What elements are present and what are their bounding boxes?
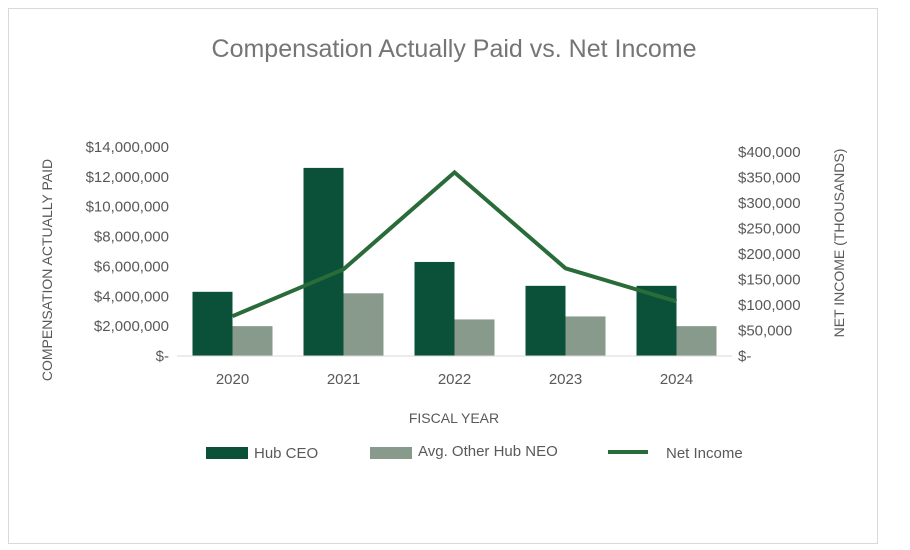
y2-tick-label: $400,000 xyxy=(738,144,801,161)
y2-tick-label: $100,000 xyxy=(738,297,801,314)
y-tick-label: $10,000,000 xyxy=(86,199,169,216)
bar-avg-other-hub-neo xyxy=(565,316,606,356)
x-tick-label: 2024 xyxy=(660,371,693,388)
bar-avg-other-hub-neo xyxy=(343,293,384,356)
y-tick-label: $6,000,000 xyxy=(94,258,169,275)
y-tick-label: $14,000,000 xyxy=(86,139,169,156)
bar-avg-other-hub-neo xyxy=(676,326,717,356)
left-axis-ticks: $- $2,000,000 $4,000,000 $6,000,000 $8,000,0… xyxy=(86,139,169,365)
x-tick-label: 2021 xyxy=(327,371,360,388)
bar-hub-ceo xyxy=(525,285,566,356)
x-tick-label: 2023 xyxy=(549,371,582,388)
x-axis-title: FISCAL YEAR xyxy=(409,410,499,426)
x-tick-label: 2022 xyxy=(438,371,471,388)
chart-title: Compensation Actually Paid vs. Net Incom… xyxy=(212,35,697,63)
net-income-line-group xyxy=(231,169,678,319)
y-tick-label: $- xyxy=(156,348,169,365)
bar-avg-other-hub-neo xyxy=(232,326,273,356)
legend-label-hub-ceo: Hub CEO xyxy=(254,445,318,462)
x-tick-label: 2020 xyxy=(216,371,249,388)
bar-hub-ceo xyxy=(303,167,344,356)
y2-axis-title: NET INCOME (THOUSANDS) xyxy=(831,149,847,338)
y-tick-label: $4,000,000 xyxy=(94,288,169,305)
bar-hub-ceo xyxy=(192,291,233,356)
y-axis-title: COMPENSATION ACTUALLY PAID xyxy=(39,159,55,381)
legend: Hub CEO Avg. Other Hub NEO Net Income xyxy=(206,443,743,462)
legend-label-avg-other-hub-neo: Avg. Other Hub NEO xyxy=(418,443,558,460)
y2-tick-label: $300,000 xyxy=(738,195,801,212)
y2-tick-label: $150,000 xyxy=(738,272,801,289)
right-axis-ticks: $- $50,000 $100,000 $150,000 $200,000 $250,00… xyxy=(738,144,801,365)
y-tick-label: $2,000,000 xyxy=(94,318,169,335)
y2-tick-label: $- xyxy=(738,348,751,365)
y2-tick-label: $50,000 xyxy=(738,323,792,340)
bars-group xyxy=(192,167,717,356)
y2-tick-label: $250,000 xyxy=(738,221,801,238)
bar-hub-ceo xyxy=(414,261,455,356)
y2-tick-label: $200,000 xyxy=(738,246,801,263)
legend-swatch-avg-other-hub-neo xyxy=(370,447,412,459)
bar-avg-other-hub-neo xyxy=(454,319,495,356)
y-tick-label: $8,000,000 xyxy=(94,229,169,246)
legend-swatch-hub-ceo xyxy=(206,447,248,459)
y2-tick-label: $350,000 xyxy=(738,170,801,187)
x-axis-ticks: 2020 2021 2022 2023 2024 xyxy=(216,371,693,388)
legend-label-net-income: Net Income xyxy=(666,445,743,462)
y-tick-label: $12,000,000 xyxy=(86,169,169,186)
